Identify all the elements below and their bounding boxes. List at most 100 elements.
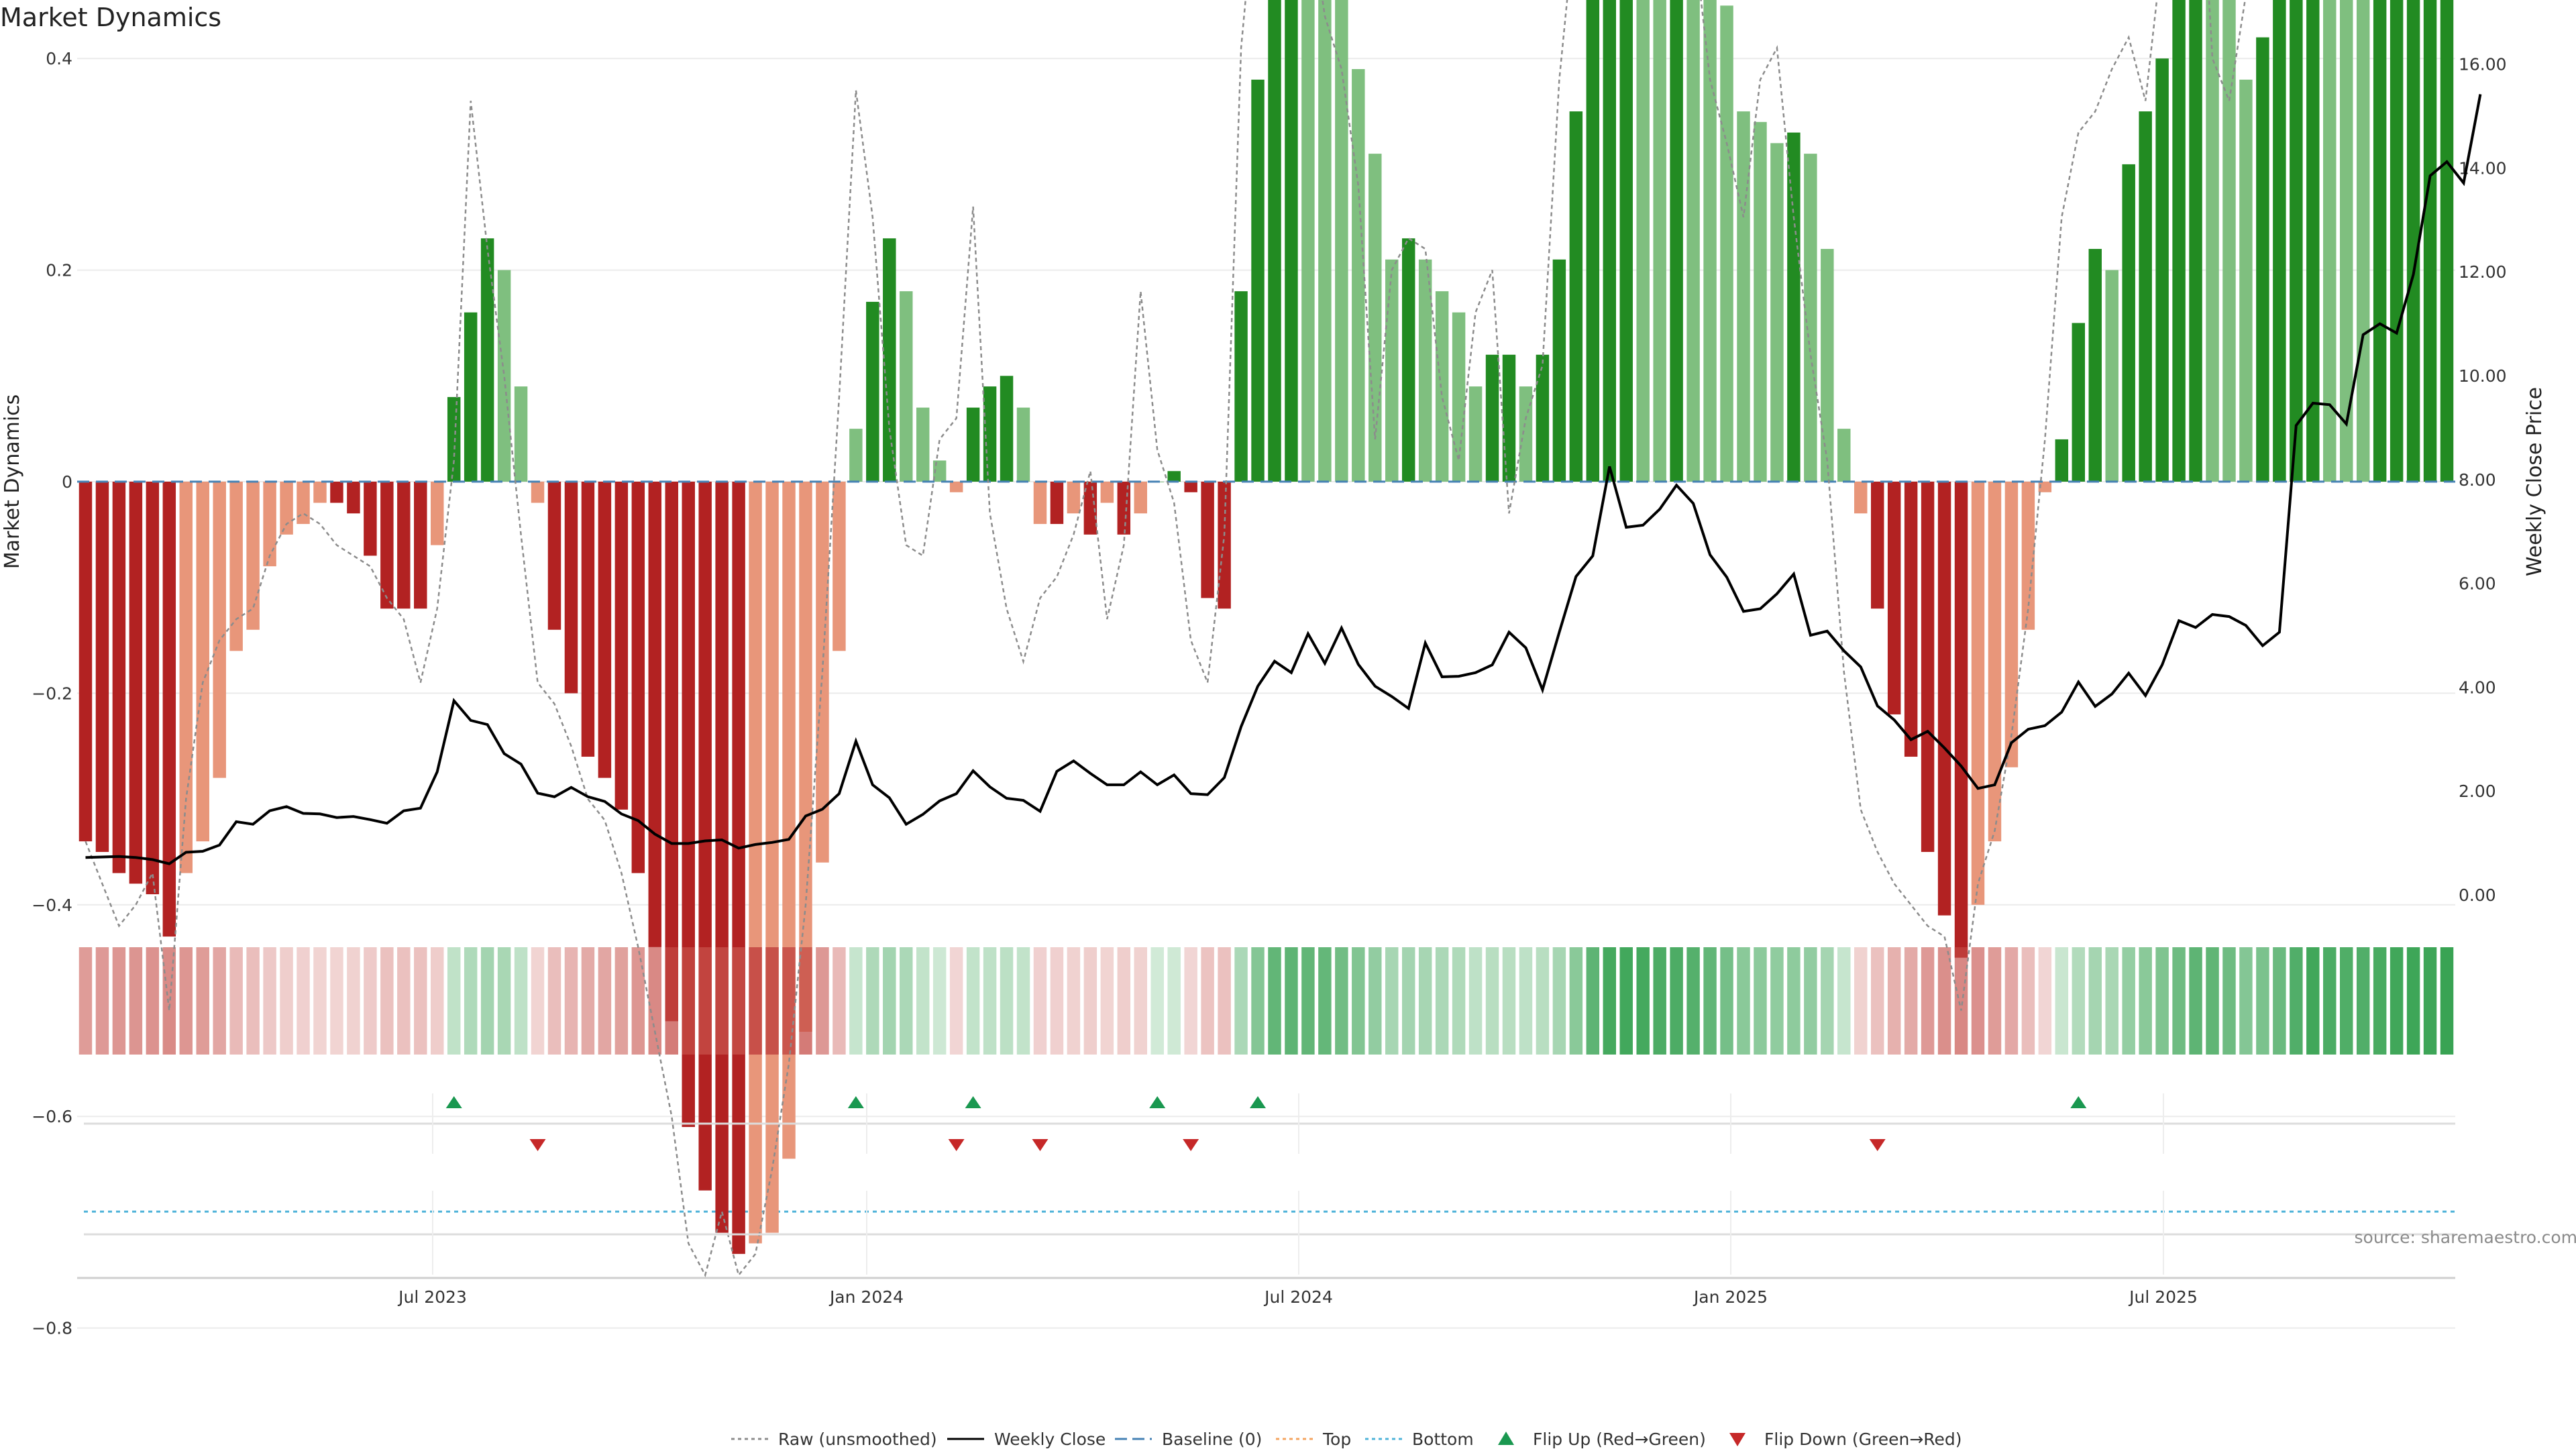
dynamics-bar: [297, 482, 310, 525]
heatmap-cell: [1854, 947, 1868, 1055]
heatmap-cell: [1636, 947, 1650, 1055]
heatmap-cell: [347, 947, 360, 1055]
heatmap-cell: [1318, 947, 1332, 1055]
heatmap-cell: [2004, 947, 2019, 1055]
dynamics-bar: [900, 291, 913, 482]
dynamics-bar: [547, 482, 561, 630]
heatmap-cell: [2105, 947, 2118, 1055]
dynamics-bar: [2072, 323, 2086, 482]
dynamics-bar: [1100, 482, 1114, 503]
flip-up-marker: [1149, 1096, 1166, 1108]
heatmap-cell: [263, 947, 276, 1055]
flip-down-marker: [529, 1139, 546, 1151]
heatmap-cell: [631, 947, 645, 1055]
heatmap-cell: [2339, 947, 2353, 1055]
dynamics-bar: [2222, 0, 2236, 482]
dynamics-bar: [1703, 0, 1717, 482]
heatmap-cell: [1921, 947, 1935, 1055]
dynamics-bar: [2139, 111, 2152, 482]
heatmap-cell: [1167, 947, 1181, 1055]
flip-up-marker: [445, 1096, 462, 1108]
dynamics-bar: [2256, 37, 2269, 482]
heatmap-cell: [2222, 947, 2236, 1055]
heatmap-cell: [2055, 947, 2069, 1055]
dynamics-bar: [146, 482, 160, 895]
heatmap-cell: [2088, 947, 2102, 1055]
heatmap-cell: [749, 947, 762, 1055]
dynamics-bar: [2038, 482, 2052, 492]
heatmap-cell: [665, 947, 678, 1055]
dynamics-bar: [480, 238, 494, 482]
heatmap-cell: [1016, 947, 1030, 1055]
dynamics-bar: [1653, 0, 1666, 482]
dynamics-bar: [1418, 259, 1432, 482]
dynamics-bar: [1787, 132, 1801, 482]
dynamics-bar: [1318, 0, 1332, 482]
y-tick-label: 0: [62, 472, 72, 492]
dynamics-bar: [2055, 439, 2069, 482]
dynamics-bar: [1821, 249, 1834, 482]
dynamics-bar: [414, 482, 427, 609]
dynamics-bar: [246, 482, 260, 630]
heatmap-cell: [1737, 947, 1750, 1055]
heatmap-cell: [330, 947, 343, 1055]
dynamics-bar: [1134, 482, 1148, 514]
y2-tick-label: 0.00: [2459, 885, 2496, 905]
dynamics-bar: [1754, 121, 1767, 482]
heatmap-cell: [1083, 947, 1097, 1055]
y2-tick-label: 8.00: [2459, 470, 2496, 490]
heatmap-cell: [1804, 947, 1817, 1055]
x-tick-label: Jan 2024: [828, 1287, 904, 1307]
dynamics-bar: [464, 312, 478, 482]
legend-label: Flip Up (Red→Green): [1533, 1430, 1706, 1449]
heatmap-cell: [196, 947, 209, 1055]
heatmap-cell: [1435, 947, 1449, 1055]
flip-down-marker: [1183, 1139, 1199, 1151]
heatmap-cell: [162, 947, 176, 1055]
dynamics-bar: [531, 482, 545, 503]
flip-up-marker: [847, 1096, 864, 1108]
heatmap-cell: [1134, 947, 1148, 1055]
heatmap-cell: [497, 947, 511, 1055]
dynamics-bar: [229, 482, 243, 651]
heatmap-cell: [816, 947, 829, 1055]
heatmap-cell: [1485, 947, 1499, 1055]
dynamics-bar: [196, 482, 209, 842]
heatmap-cell: [414, 947, 427, 1055]
y2-tick-label: 4.00: [2459, 678, 2496, 697]
heatmap-cell: [1100, 947, 1114, 1055]
dynamics-bar: [698, 482, 712, 1191]
y2-axis-title: Weekly Close Price: [2523, 387, 2546, 576]
dynamics-bar: [665, 482, 678, 1022]
dynamics-bar: [95, 482, 109, 852]
heatmap-cell: [598, 947, 612, 1055]
heatmap-cell: [916, 947, 930, 1055]
heatmap-cell: [1468, 947, 1483, 1055]
heatmap-cell: [229, 947, 243, 1055]
heatmap-cell: [1234, 947, 1248, 1055]
heatmap-cell: [531, 947, 545, 1055]
dynamics-bar: [2004, 482, 2019, 767]
heatmap-cell: [1686, 947, 1700, 1055]
heatmap-cell: [1837, 947, 1851, 1055]
dynamics-bar: [966, 407, 980, 482]
y2-tick-label: 2.00: [2459, 782, 2496, 801]
dynamics-bar: [1686, 0, 1700, 482]
dynamics-bar: [514, 386, 528, 482]
heatmap-cell: [1352, 947, 1365, 1055]
flip-up-marker: [2070, 1096, 2087, 1108]
dynamics-bar: [2021, 482, 2035, 630]
heatmap-cell: [129, 947, 143, 1055]
dynamics-bar: [1184, 482, 1197, 492]
heatmap-cell: [1000, 947, 1014, 1055]
heatmap-cell: [1971, 947, 1985, 1055]
dynamics-bar: [2172, 0, 2186, 482]
heatmap-cell: [648, 947, 662, 1055]
heatmap-cell: [849, 947, 863, 1055]
heatmap-cell: [1720, 947, 1733, 1055]
heatmap-cell: [447, 947, 461, 1055]
dynamics-bar: [280, 482, 293, 535]
heatmap-cell: [833, 947, 846, 1055]
heatmap-cell: [2256, 947, 2269, 1055]
heatmap-cell: [866, 947, 879, 1055]
